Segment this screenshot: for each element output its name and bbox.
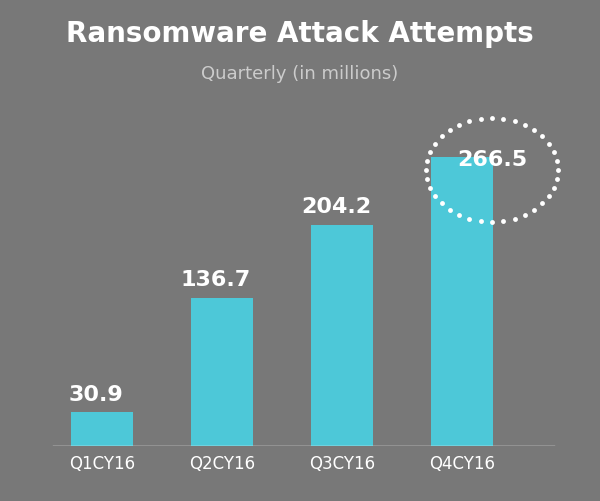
Bar	[311, 225, 373, 446]
Text: Quarterly (in millions): Quarterly (in millions)	[202, 65, 398, 83]
Text: 30.9: 30.9	[68, 384, 124, 404]
Bar	[71, 412, 133, 446]
Text: 204.2: 204.2	[301, 197, 371, 216]
Bar	[191, 298, 253, 446]
Text: 266.5: 266.5	[457, 150, 527, 170]
Text: Ransomware Attack Attempts: Ransomware Attack Attempts	[66, 20, 534, 48]
Bar	[431, 158, 493, 446]
Text: 136.7: 136.7	[181, 270, 251, 290]
